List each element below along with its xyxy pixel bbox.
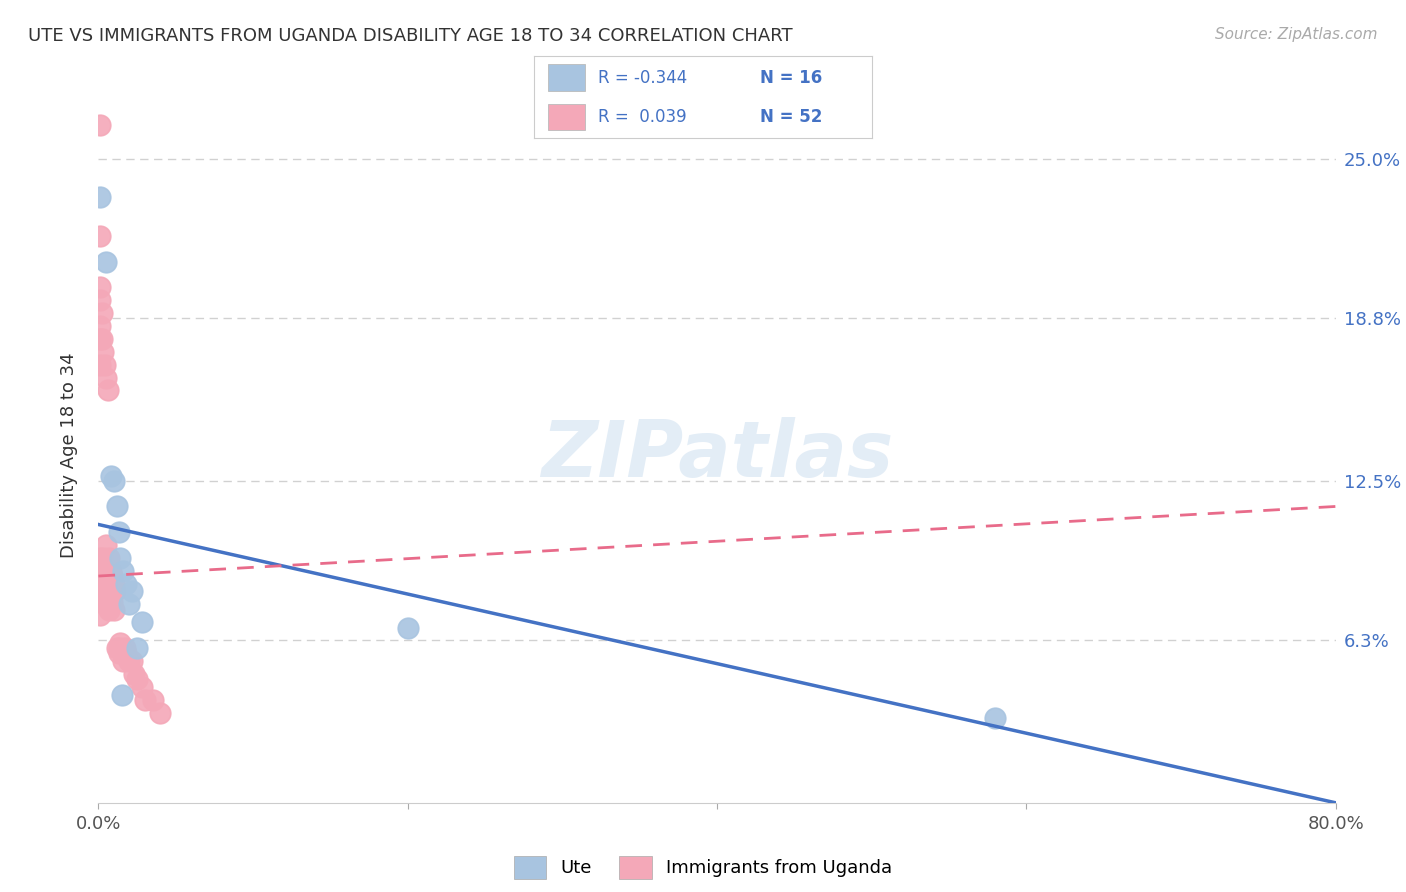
Text: N = 16: N = 16: [761, 69, 823, 87]
Point: [396, 621, 419, 635]
Point: [98, 576, 121, 591]
Text: R = -0.344: R = -0.344: [599, 69, 688, 87]
Point: [96, 538, 118, 552]
Point: [93, 358, 115, 372]
Point: [112, 564, 135, 578]
Point: [149, 706, 172, 720]
Point: [105, 641, 128, 656]
Point: [89, 293, 111, 308]
Point: [90, 306, 112, 320]
FancyBboxPatch shape: [548, 103, 585, 130]
Point: [98, 602, 121, 616]
Point: [984, 711, 1007, 725]
Point: [114, 641, 136, 656]
Point: [89, 319, 111, 334]
Point: [118, 654, 141, 668]
Point: [111, 688, 134, 702]
Point: [90, 332, 112, 346]
Point: [89, 332, 111, 346]
Point: [90, 564, 112, 578]
Point: [89, 118, 111, 132]
Point: [127, 641, 149, 656]
Point: [115, 646, 138, 660]
Point: [89, 280, 111, 294]
Point: [89, 190, 111, 204]
Y-axis label: Disability Age 18 to 34: Disability Age 18 to 34: [59, 352, 77, 558]
Point: [100, 564, 122, 578]
Point: [93, 558, 115, 573]
Text: R =  0.039: R = 0.039: [599, 108, 688, 126]
Point: [100, 584, 122, 599]
Text: UTE VS IMMIGRANTS FROM UGANDA DISABILITY AGE 18 TO 34 CORRELATION CHART: UTE VS IMMIGRANTS FROM UGANDA DISABILITY…: [28, 27, 793, 45]
Point: [103, 576, 125, 591]
Point: [101, 595, 124, 609]
Point: [131, 615, 153, 630]
Point: [118, 598, 141, 612]
Point: [97, 384, 120, 398]
Point: [131, 680, 153, 694]
Point: [112, 654, 135, 668]
Point: [89, 228, 111, 243]
Point: [96, 370, 118, 384]
Point: [103, 602, 125, 616]
Point: [98, 551, 121, 566]
Point: [104, 584, 127, 599]
FancyBboxPatch shape: [548, 64, 585, 91]
Point: [115, 576, 138, 591]
Point: [89, 358, 111, 372]
Point: [89, 551, 111, 566]
Text: N = 52: N = 52: [761, 108, 823, 126]
Point: [142, 692, 165, 706]
Point: [89, 607, 111, 622]
Point: [121, 584, 143, 599]
Point: [134, 692, 156, 706]
Point: [96, 254, 118, 268]
Point: [108, 636, 131, 650]
Point: [105, 500, 128, 514]
Point: [89, 569, 111, 583]
Point: [122, 667, 145, 681]
Point: [91, 551, 114, 566]
Text: Source: ZipAtlas.com: Source: ZipAtlas.com: [1215, 27, 1378, 42]
Point: [89, 558, 111, 573]
Point: [103, 474, 125, 488]
Point: [91, 344, 114, 359]
Point: [107, 641, 129, 656]
Point: [96, 564, 118, 578]
Point: [107, 646, 129, 660]
Point: [89, 576, 111, 591]
Point: [89, 595, 111, 609]
Point: [89, 590, 111, 604]
Point: [121, 654, 143, 668]
Point: [89, 584, 111, 599]
Point: [100, 468, 122, 483]
Point: [97, 569, 120, 583]
Legend: Ute, Immigrants from Uganda: Ute, Immigrants from Uganda: [513, 856, 893, 879]
Text: ZIPatlas: ZIPatlas: [541, 417, 893, 493]
Point: [108, 551, 131, 566]
Point: [101, 569, 124, 583]
Point: [127, 672, 149, 686]
Point: [107, 525, 129, 540]
